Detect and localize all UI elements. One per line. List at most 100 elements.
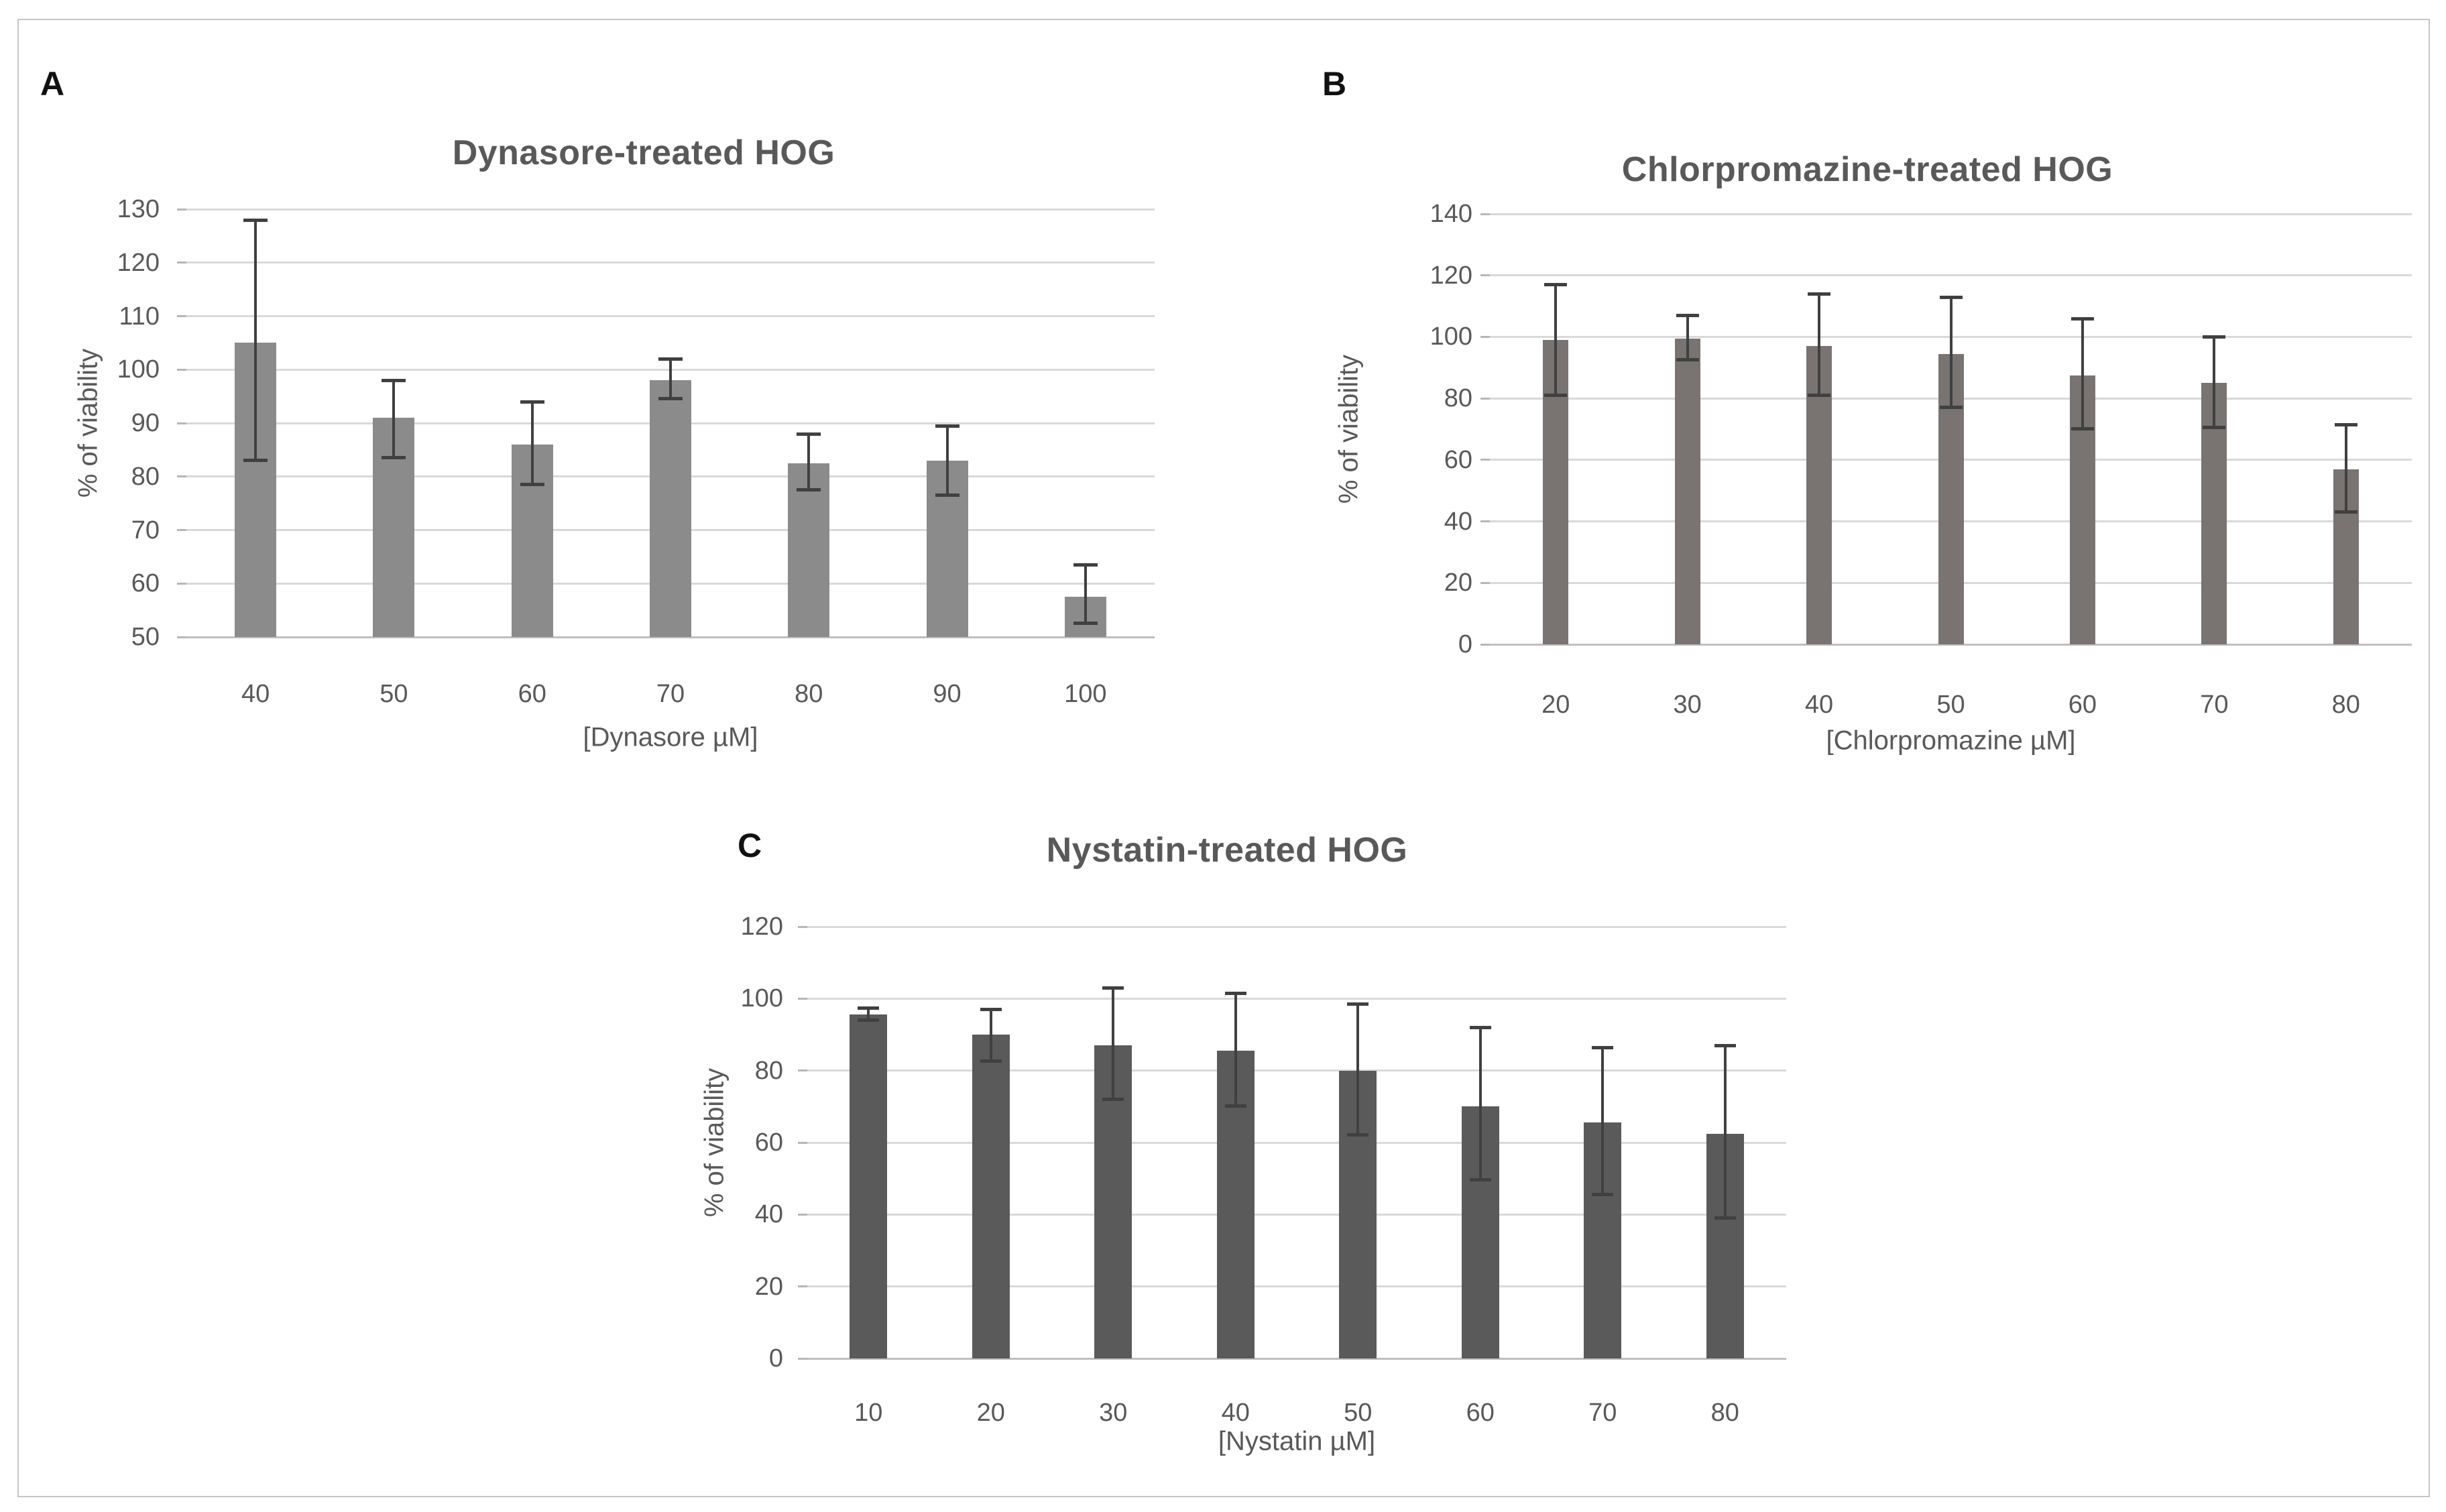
y-tick-mark [1480, 643, 1490, 646]
error-bar-cap-top [1469, 1026, 1491, 1030]
gridline [807, 1285, 1786, 1288]
gridline [807, 925, 1786, 928]
error-bar-cap-top [1808, 292, 1831, 296]
error-bar-cap-bottom [1939, 405, 1963, 409]
error-bar-cap-bottom [1714, 1216, 1736, 1220]
error-bar-whisker [1084, 565, 1087, 624]
chart-title-chlorpromazine: Chlorpromazine-treated HOG [1621, 150, 2113, 189]
y-tick-label: 140 [1430, 200, 1472, 228]
error-bar-cap-top [1347, 1002, 1369, 1006]
y-tick-mark [1480, 274, 1490, 277]
error-bar-cap-bottom [1544, 393, 1568, 397]
error-bar-whisker [807, 433, 811, 490]
y-tick-label: 50 [131, 623, 160, 651]
error-bar-whisker [1723, 1045, 1727, 1218]
y-tick-label: 120 [1430, 261, 1472, 290]
y-tick-label: 0 [768, 1344, 783, 1373]
y-tick-mark [1480, 335, 1490, 338]
error-bar-cap-bottom [1224, 1104, 1246, 1108]
error-bar-cap-top [1073, 563, 1098, 567]
y-tick-label: 20 [1444, 569, 1472, 597]
y-tick-label: 20 [754, 1272, 783, 1301]
x-tick-label: 70 [2200, 691, 2229, 719]
y-tick-mark [798, 1069, 807, 1072]
y-tick-mark [177, 208, 186, 211]
x-tick-label: 50 [1936, 691, 1965, 719]
bar [650, 380, 691, 637]
chart-title-nystatin: Nystatin-treated HOG [1046, 831, 1408, 870]
error-bar-cap-top [935, 424, 959, 428]
y-tick-mark [798, 997, 807, 1000]
axis-baseline [186, 636, 1155, 638]
x-tick-label: 50 [380, 680, 408, 708]
bar [850, 1014, 888, 1358]
error-bar-cap-top [2334, 423, 2357, 427]
error-bar-whisker [1949, 296, 1953, 408]
y-tick-mark [798, 1285, 807, 1288]
x-tick-label: 60 [518, 680, 546, 708]
error-bar-cap-bottom [1347, 1133, 1369, 1137]
error-bar-whisker [1112, 988, 1115, 1100]
x-axis-title: [Nystatin µM] [1218, 1426, 1376, 1456]
error-bar-cap-top [243, 218, 268, 222]
error-bar-cap-bottom [1073, 622, 1098, 626]
y-tick-mark [1480, 459, 1490, 461]
gridline [807, 997, 1786, 1000]
y-tick-mark [177, 636, 186, 638]
axis-baseline [1490, 643, 2412, 646]
x-tick-label: 70 [656, 680, 685, 708]
error-bar-cap-top [1592, 1045, 1614, 1049]
panel-label-b: B [1322, 65, 1347, 103]
x-tick-label: 40 [1804, 691, 1834, 719]
y-tick-label: 40 [1444, 507, 1472, 536]
gridline [1490, 274, 2412, 277]
x-tick-label: 80 [1710, 1399, 1739, 1427]
y-tick-mark [798, 925, 807, 928]
error-bar-whisker [1601, 1047, 1605, 1195]
error-bar-whisker [1818, 294, 1821, 396]
error-bar-cap-top [1544, 283, 1568, 287]
y-tick-mark [1480, 213, 1490, 215]
y-tick-mark [177, 261, 186, 264]
y-tick-mark [1480, 581, 1490, 584]
y-tick-mark [798, 1213, 807, 1216]
error-bar-whisker [1686, 315, 1689, 360]
error-bar-cap-top [1676, 314, 1699, 318]
y-tick-mark [1480, 520, 1490, 523]
gridline [186, 208, 1155, 211]
x-tick-label: 70 [1588, 1399, 1617, 1427]
error-bar-whisker [1554, 284, 1558, 396]
error-bar-cap-top [797, 432, 821, 436]
x-tick-label: 20 [1541, 691, 1570, 719]
y-tick-label: 100 [1430, 323, 1472, 351]
x-tick-label: 40 [241, 680, 270, 708]
x-axis-title: [Chlorpromazine µM] [1826, 725, 2076, 756]
y-tick-label: 80 [754, 1056, 783, 1085]
error-bar-cap-bottom [1469, 1178, 1491, 1182]
y-tick-mark [798, 1141, 807, 1144]
x-tick-label: 100 [1064, 680, 1107, 708]
y-tick-label: 70 [131, 516, 160, 544]
y-tick-label: 100 [117, 355, 160, 384]
y-tick-mark [177, 422, 186, 424]
error-bar-cap-bottom [1676, 357, 1699, 361]
x-tick-label: 50 [1344, 1399, 1373, 1427]
gridline [807, 1213, 1786, 1216]
error-bar-cap-top [1714, 1044, 1736, 1048]
gridline [186, 315, 1155, 317]
y-tick-label: 60 [754, 1128, 783, 1157]
error-bar-whisker [989, 1009, 992, 1062]
gridline [186, 261, 1155, 264]
error-bar-cap-top [382, 379, 406, 383]
error-bar-whisker [2213, 337, 2216, 428]
y-tick-label: 120 [117, 248, 160, 277]
y-tick-label: 60 [1444, 445, 1472, 474]
x-axis-title: [Dynasore µM] [583, 722, 758, 752]
y-tick-mark [177, 475, 186, 478]
x-tick-label: 90 [933, 680, 962, 708]
error-bar-whisker [867, 1007, 870, 1021]
gridline [1490, 213, 2412, 215]
axis-baseline [807, 1357, 1786, 1360]
